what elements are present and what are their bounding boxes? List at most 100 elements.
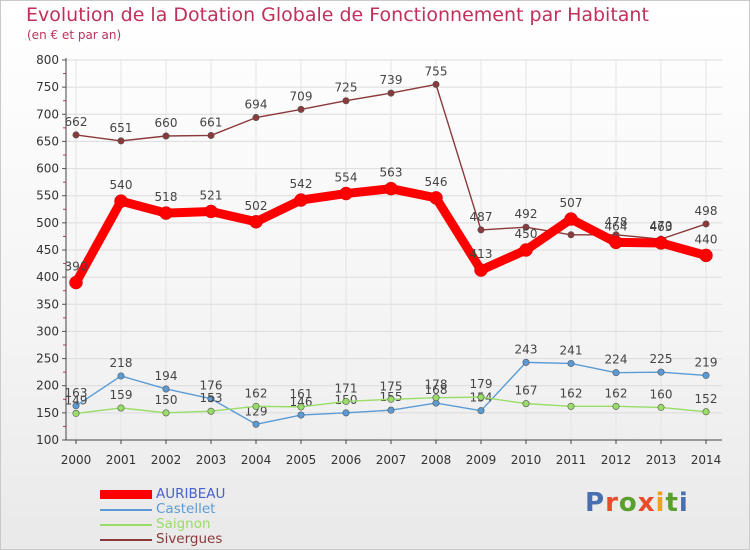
x-tick-label: 2004 [241, 453, 272, 467]
data-point-castellet [522, 358, 530, 366]
data-point-auribeau [474, 263, 488, 277]
data-label-saignon: 160 [650, 387, 673, 401]
x-tick-label: 2003 [196, 453, 227, 467]
data-point-sivergues [522, 223, 530, 231]
data-label-sivergues: 739 [380, 73, 403, 87]
legend-swatch [100, 490, 152, 499]
data-point-castellet [162, 385, 170, 393]
y-tick-label: 700 [36, 107, 59, 121]
logo-letter: r [605, 488, 619, 518]
legend-label: AURIBEAU [156, 486, 226, 502]
x-tick-label: 2000 [61, 453, 92, 467]
x-tick-label: 2011 [556, 453, 587, 467]
chart-subtitle: (en € et par an) [27, 28, 122, 42]
data-point-castellet [702, 371, 710, 379]
logo-letter: x [637, 488, 656, 518]
data-label-auribeau: 507 [560, 196, 583, 210]
y-tick-label: 600 [36, 162, 59, 176]
data-point-castellet [207, 395, 215, 403]
data-point-auribeau [384, 181, 398, 196]
data-point-castellet [657, 368, 665, 376]
data-label-auribeau: 413 [470, 247, 493, 261]
data-point-auribeau [609, 235, 623, 250]
y-tick-label: 300 [36, 324, 59, 338]
data-point-castellet [387, 406, 395, 414]
data-label-castellet: 218 [110, 356, 133, 370]
data-point-castellet [567, 359, 575, 367]
data-label-saignon: 162 [560, 386, 583, 400]
data-point-saignon [477, 393, 485, 401]
legend-label: Castellet [156, 501, 216, 517]
data-label-sivergues: 470 [650, 219, 673, 233]
data-point-saignon [72, 409, 80, 417]
data-label-saignon: 179 [470, 377, 493, 391]
data-label-auribeau: 450 [515, 227, 538, 241]
data-point-saignon [117, 404, 125, 412]
legend-swatch [100, 539, 152, 541]
data-point-castellet [117, 372, 125, 380]
data-label-auribeau: 463 [650, 220, 673, 234]
data-point-auribeau [654, 236, 668, 250]
data-label-castellet: 168 [425, 383, 448, 397]
data-point-auribeau [159, 206, 173, 220]
legend-swatch [100, 509, 152, 511]
data-point-sivergues [162, 132, 170, 140]
data-point-auribeau [204, 204, 218, 219]
data-label-sivergues: 492 [515, 207, 538, 221]
data-point-saignon [297, 403, 305, 411]
logo-letter: o [618, 488, 638, 518]
data-label-sivergues: 498 [695, 204, 718, 218]
data-label-sivergues: 660 [155, 116, 178, 130]
data-point-saignon [657, 403, 665, 411]
data-point-sivergues [477, 226, 485, 234]
data-point-castellet [612, 369, 620, 377]
y-tick-label: 500 [36, 216, 59, 230]
y-tick-label: 800 [36, 53, 59, 67]
data-point-sivergues [342, 97, 350, 105]
data-point-auribeau [699, 248, 713, 263]
x-tick-label: 2001 [106, 453, 137, 467]
data-label-auribeau: 540 [110, 178, 133, 192]
y-tick-label: 650 [36, 134, 59, 148]
data-label-auribeau: 390 [65, 260, 88, 274]
data-label-castellet: 241 [560, 343, 583, 357]
data-label-saignon: 175 [380, 379, 403, 393]
data-label-castellet: 176 [200, 379, 223, 393]
data-point-sivergues [117, 137, 125, 145]
data-label-sivergues: 662 [65, 115, 88, 129]
data-point-castellet [477, 407, 485, 415]
data-label-castellet: 225 [650, 352, 673, 366]
data-point-auribeau [339, 186, 353, 201]
data-label-sivergues: 478 [605, 215, 628, 229]
data-label-saignon: 159 [110, 388, 133, 402]
data-label-castellet: 224 [605, 353, 628, 367]
data-label-saignon: 161 [290, 387, 313, 401]
data-label-castellet: 194 [155, 369, 178, 383]
chart-title: Evolution de la Dotation Globale de Fonc… [26, 4, 649, 26]
data-point-castellet [297, 411, 305, 419]
data-label-saignon: 150 [155, 393, 178, 407]
data-label-saignon: 162 [245, 386, 268, 400]
data-label-sivergues: 661 [200, 115, 223, 129]
data-point-sivergues [702, 220, 710, 228]
y-tick-label: 150 [36, 406, 59, 420]
data-label-castellet: 163 [65, 386, 88, 400]
data-label-auribeau: 521 [200, 188, 223, 202]
x-tick-label: 2008 [421, 453, 452, 467]
data-label-saignon: 171 [335, 381, 358, 395]
data-label-castellet: 243 [515, 342, 538, 356]
data-label-castellet: 219 [695, 355, 718, 369]
data-point-saignon [387, 395, 395, 403]
data-point-sivergues [432, 80, 440, 88]
data-label-auribeau: 518 [155, 190, 178, 204]
data-point-saignon [432, 394, 440, 402]
data-point-auribeau [519, 243, 533, 257]
data-label-sivergues: 755 [425, 64, 448, 78]
data-point-sivergues [72, 131, 80, 139]
data-label-auribeau: 440 [695, 232, 718, 246]
data-point-sivergues [567, 231, 575, 239]
data-label-auribeau: 464 [605, 219, 628, 233]
x-tick-label: 2005 [286, 453, 317, 467]
data-point-saignon [612, 402, 620, 410]
